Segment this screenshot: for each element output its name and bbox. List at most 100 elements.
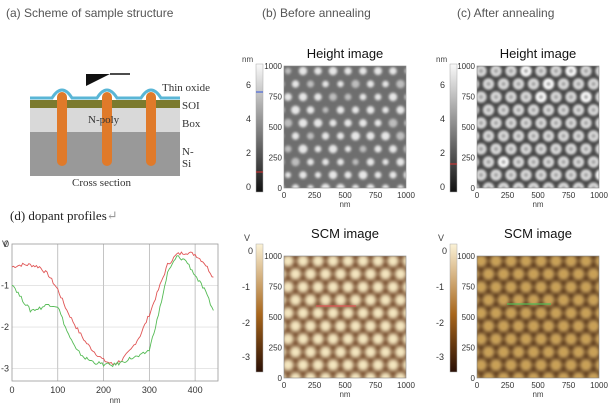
feature-core (605, 271, 612, 278)
feature-core (582, 257, 590, 265)
height-scale-tick: 0 (440, 182, 445, 192)
feature-core (470, 323, 477, 330)
feature-core (486, 159, 491, 165)
feature-core (531, 133, 536, 139)
surface-feature (382, 106, 389, 114)
feature-core (500, 374, 507, 378)
surface-feature (394, 398, 406, 408)
pillar (57, 92, 67, 166)
surface-feature (477, 79, 480, 89)
surface-feature (304, 319, 317, 333)
surface-feature (388, 92, 398, 102)
feature-core (583, 94, 589, 100)
feature-core (605, 297, 612, 304)
image-features (477, 52, 615, 219)
surface-feature (394, 267, 406, 281)
x-tick-label: 400 (188, 385, 203, 395)
surface-feature (299, 171, 307, 179)
feature-core (492, 283, 500, 291)
scm-scale-tick: -2 (242, 318, 250, 328)
image-features (284, 242, 422, 408)
surface-feature (411, 54, 419, 62)
feature-core (545, 348, 552, 356)
surface-feature (322, 158, 329, 166)
surface-feature (284, 320, 287, 332)
x-tick-label: 750 (369, 191, 383, 200)
surface-feature (587, 398, 600, 408)
feature-core (486, 133, 491, 139)
feature-core (545, 322, 552, 330)
surface-feature (602, 346, 615, 359)
surface-feature (394, 242, 406, 254)
feature-core (545, 296, 552, 304)
feature-core (478, 120, 484, 126)
feature-core (554, 199, 558, 203)
surface-feature (417, 307, 422, 319)
chart-axes: 0 100 200 300 400 0 -1 -2 -3 nm V (1, 239, 219, 405)
surface-feature (603, 52, 614, 63)
feature-core (485, 374, 492, 378)
surface-feature (364, 371, 377, 378)
surface-feature (356, 256, 370, 268)
surface-feature (349, 371, 362, 378)
surface-feature (356, 280, 370, 294)
surface-feature (417, 385, 422, 397)
surface-feature (344, 93, 352, 101)
feature-core (501, 81, 506, 87)
surface-feature (557, 182, 570, 188)
feature-core (515, 401, 522, 408)
surface-feature (610, 117, 615, 128)
surface-feature (311, 358, 325, 372)
feature-core (530, 245, 537, 252)
feature-core (515, 348, 522, 356)
image-features (270, 54, 419, 218)
y-tick-label: 0 (471, 374, 476, 383)
surface-feature (319, 293, 332, 307)
y-tick-label: 250 (462, 154, 476, 163)
x-tick-label: 0 (282, 191, 287, 200)
surface-feature (374, 145, 382, 153)
surface-feature (572, 182, 585, 188)
surface-feature (314, 93, 322, 101)
axis-unit-label: nm (339, 390, 350, 399)
surface-feature (341, 358, 355, 372)
x-tick-label: 250 (501, 191, 515, 200)
feature-core (575, 401, 582, 408)
surface-feature (304, 345, 317, 359)
scm-image-before: SCM image 00 250 250 500 500 750 750 1000 1000 nm (264, 226, 422, 408)
surface-feature (289, 398, 301, 408)
chart-series (11, 251, 214, 368)
feature-core (478, 172, 484, 178)
feature-core (538, 68, 544, 74)
height-scale-c: nm 6 4 2 0 (436, 55, 458, 193)
surface-feature (602, 268, 615, 281)
surface-feature (307, 132, 314, 140)
surface-feature (344, 67, 352, 75)
feature-core (605, 323, 612, 330)
surface-feature (396, 131, 405, 141)
surface-feature (284, 358, 295, 372)
feature-core (552, 257, 560, 265)
feature-core (530, 270, 537, 278)
y-tick-label: 500 (462, 123, 476, 132)
surface-feature (543, 208, 554, 219)
feature-core (553, 146, 559, 152)
feature-core (560, 348, 567, 356)
surface-feature (588, 208, 599, 219)
feature-core (508, 94, 514, 100)
feature-core (479, 199, 483, 203)
surface-feature (307, 211, 314, 218)
feature-core (598, 70, 599, 72)
feature-core (553, 388, 560, 395)
surface-feature (366, 106, 375, 114)
surface-feature (270, 172, 276, 178)
feature-core (576, 212, 580, 216)
surface-feature (307, 184, 314, 188)
surface-feature (497, 182, 510, 188)
surface-feature (603, 208, 614, 219)
feature-core (500, 296, 507, 304)
feature-core (507, 257, 515, 265)
surface-feature (341, 280, 355, 294)
feature-core (582, 309, 590, 317)
feature-core (560, 245, 567, 252)
